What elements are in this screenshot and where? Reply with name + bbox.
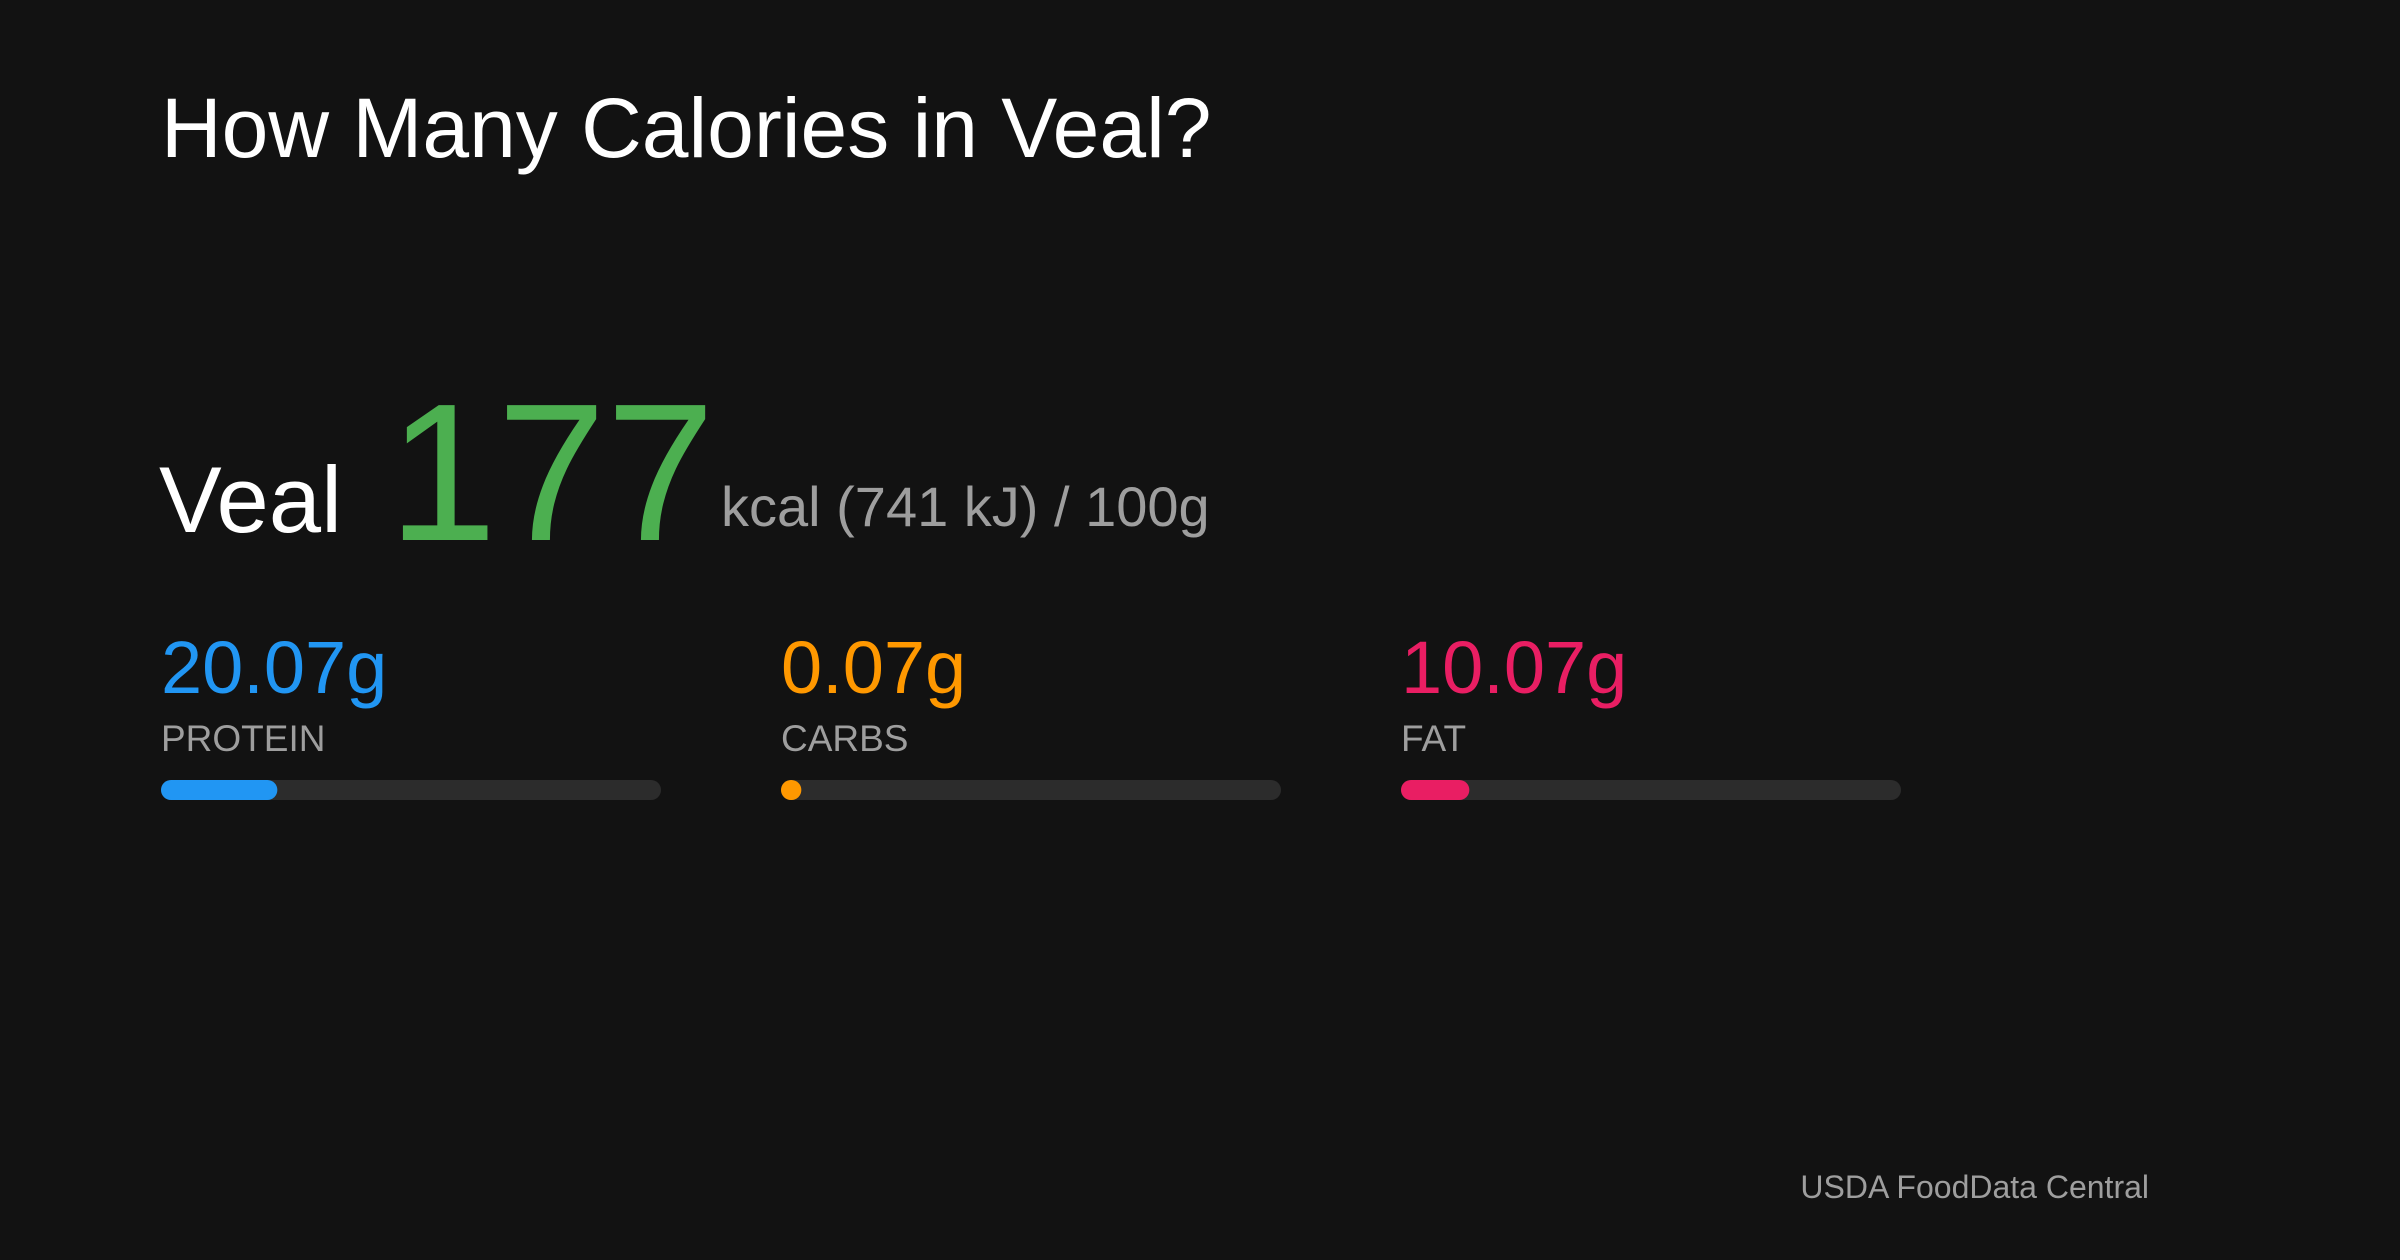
calorie-unit: kcal (741 kJ) / 100g <box>721 475 1210 538</box>
macro-value: 10.07g <box>1401 626 1627 709</box>
macro-value: 20.07g <box>161 626 387 709</box>
macro-label: CARBS <box>781 718 908 759</box>
calories: 177 <box>388 363 715 582</box>
food-name: Veal <box>159 447 342 552</box>
macro-label: PROTEIN <box>161 718 325 759</box>
macro-label: FAT <box>1401 718 1466 759</box>
source: USDA FoodData Central <box>1800 1169 2149 1205</box>
page-title: How Many Calories in Veal? <box>161 81 1212 175</box>
macro-value: 0.07g <box>781 626 966 709</box>
